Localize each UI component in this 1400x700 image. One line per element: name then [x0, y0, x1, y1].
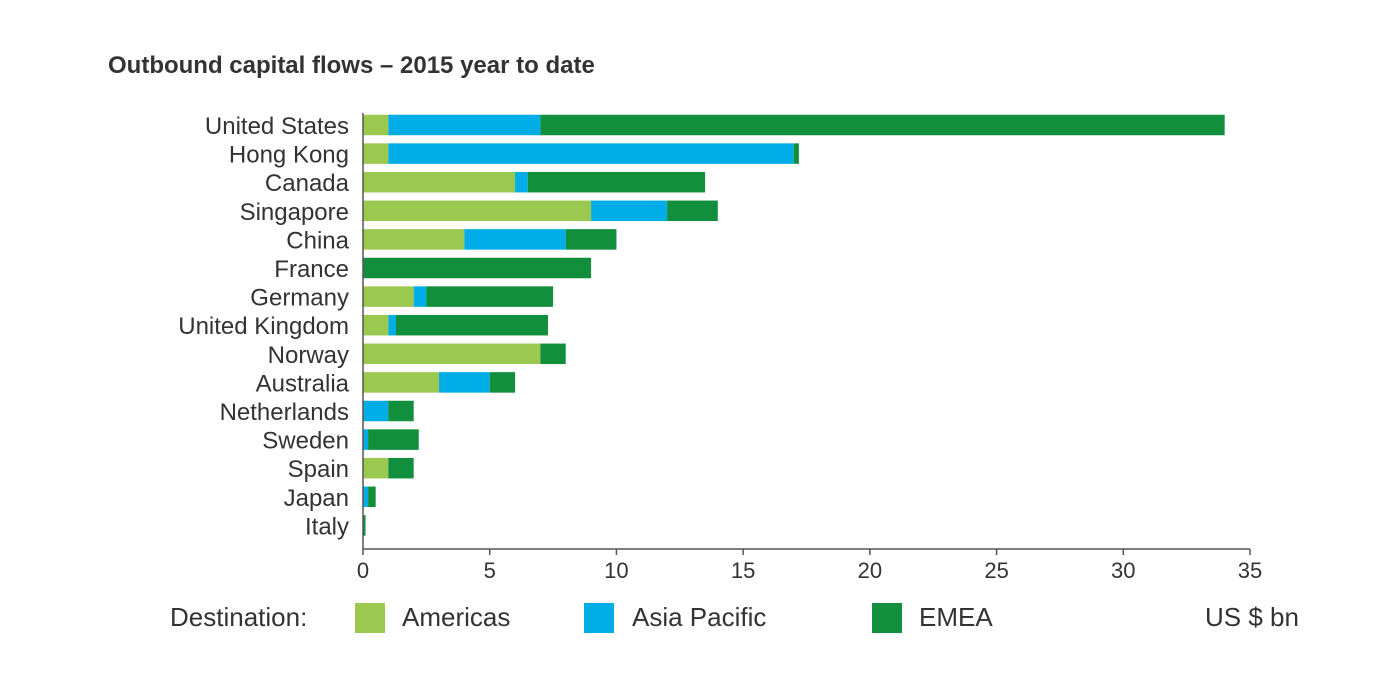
bar-singapore-emea — [667, 200, 718, 222]
bar-japan-asia-pacific — [363, 486, 369, 508]
bar-australia-emea — [489, 372, 516, 393]
bar-germany-emea — [426, 286, 554, 307]
bar-china-americas — [363, 229, 465, 250]
bar-germany-asia-pacific — [413, 286, 427, 307]
chart-title: Outbound capital flows – 2015 year to da… — [108, 52, 595, 79]
category-label-canada: Canada — [265, 170, 350, 197]
category-label-norway: Norway — [268, 342, 349, 369]
bar-sweden-asia-pacific — [363, 429, 369, 450]
category-label-united-states: United States — [205, 113, 349, 140]
bar-united-kingdom-americas — [363, 314, 389, 336]
x-tick-label-5: 5 — [484, 558, 496, 583]
category-label-china: China — [286, 227, 349, 254]
bar-hong-kong-asia-pacific — [388, 143, 794, 164]
x-tick-label-15: 15 — [731, 558, 755, 583]
category-label-netherlands: Netherlands — [220, 399, 349, 426]
bar-spain-americas — [363, 457, 389, 479]
x-tick-label-30: 30 — [1111, 558, 1135, 583]
category-label-united-kingdom: United Kingdom — [178, 313, 349, 340]
bar-united-states-asia-pacific — [388, 114, 541, 136]
bar-australia-americas — [363, 372, 440, 393]
bar-netherlands-emea — [388, 400, 414, 422]
bar-united-kingdom-emea — [395, 314, 549, 336]
bar-canada-asia-pacific — [515, 171, 528, 193]
bar-united-kingdom-asia-pacific — [388, 314, 396, 336]
x-tick-label-25: 25 — [984, 558, 1008, 583]
bar-germany-americas — [363, 286, 414, 307]
bar-united-states-emea — [540, 114, 1225, 136]
bar-sweden-emea — [368, 429, 419, 450]
bar-china-emea — [565, 229, 617, 250]
x-axis-ticks: 0 5 10 15 20 25 30 35 — [357, 549, 1262, 583]
bar-japan-emea — [368, 486, 376, 508]
bar-united-states-americas — [363, 114, 389, 136]
category-label-sweden: Sweden — [262, 428, 349, 455]
bar-australia-asia-pacific — [439, 372, 490, 393]
bar-canada-emea — [527, 171, 706, 193]
bar-canada-americas — [363, 171, 516, 193]
category-label-italy: Italy — [305, 513, 349, 540]
bar-singapore-asia-pacific — [591, 200, 668, 222]
bar-hong-kong-emea — [793, 143, 799, 164]
bar-china-asia-pacific — [464, 229, 566, 250]
category-label-germany: Germany — [250, 285, 349, 312]
category-label-singapore: Singapore — [240, 199, 349, 226]
bar-italy-emea — [363, 515, 366, 536]
bar-hong-kong-americas — [363, 143, 389, 164]
bar-norway-americas — [363, 343, 541, 365]
category-label-hong-kong: Hong Kong — [229, 142, 349, 169]
x-tick-label-20: 20 — [858, 558, 882, 583]
category-label-australia: Australia — [256, 370, 350, 397]
category-label-spain: Spain — [288, 456, 349, 483]
category-label-france: France — [274, 256, 349, 283]
bar-norway-emea — [540, 343, 566, 365]
x-tick-label-0: 0 — [357, 558, 369, 583]
category-label-japan: Japan — [284, 485, 349, 512]
x-tick-label-10: 10 — [604, 558, 628, 583]
bars-layer — [363, 114, 1225, 536]
bar-france-emea — [363, 257, 592, 279]
x-tick-label-35: 35 — [1238, 558, 1262, 583]
bar-spain-emea — [388, 457, 414, 479]
bar-singapore-americas — [363, 200, 592, 222]
bar-netherlands-asia-pacific — [363, 400, 389, 422]
